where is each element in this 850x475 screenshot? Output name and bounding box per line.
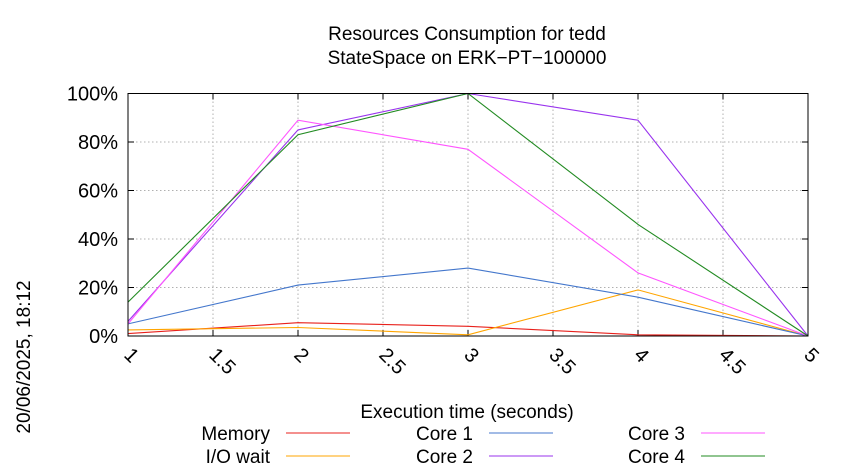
y-tick-label: 20% <box>78 278 118 300</box>
grid <box>127 93 809 337</box>
y-tick-label: 80% <box>78 132 118 154</box>
x-tick-label: 2 <box>289 344 312 367</box>
series-line-memory <box>127 322 809 337</box>
legend-label: Core 1 <box>416 424 473 445</box>
y-tick-label: 60% <box>78 181 118 203</box>
chart-title: Resources Consumption for tedd <box>328 24 606 45</box>
legend-label: Core 2 <box>416 447 473 468</box>
x-tick-label: 3 <box>459 344 482 367</box>
series-line-core-1 <box>127 267 809 337</box>
x-tick-label: 3.5 <box>544 344 579 379</box>
x-tick-label: 1.5 <box>204 344 239 379</box>
x-tick-label: 4 <box>629 344 652 367</box>
series-line-i-o-wait <box>127 289 809 337</box>
x-tick-label: 5 <box>799 344 822 367</box>
legend-label: Core 4 <box>628 447 685 468</box>
y-tick-label: 100% <box>67 84 118 106</box>
legend-label: Core 3 <box>628 424 685 445</box>
series-line-core-3 <box>127 119 809 337</box>
plot-frame <box>127 93 809 337</box>
legend-label: Memory <box>201 424 270 445</box>
y-tick-label: 0% <box>89 326 118 348</box>
y-tick-label: 40% <box>78 229 118 251</box>
x-tick-label: 1 <box>119 344 142 367</box>
chart-subtitle: StateSpace on ERK−PT−100000 <box>328 48 607 69</box>
x-tick-label: 4.5 <box>714 344 749 379</box>
x-tick-label: 2.5 <box>374 344 409 379</box>
x-axis-label: Execution time (seconds) <box>360 402 573 423</box>
legend-label: I/O wait <box>206 447 271 468</box>
timestamp-label: 20/06/2025, 18:12 <box>14 280 35 433</box>
